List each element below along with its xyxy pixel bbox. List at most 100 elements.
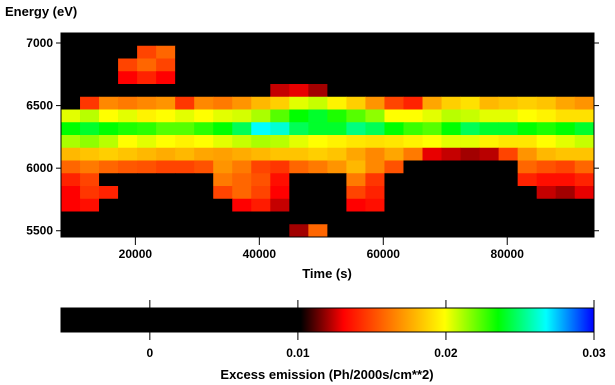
heatmap-cell [384, 58, 404, 72]
heatmap-cell [118, 135, 138, 149]
heatmap-cell [137, 160, 157, 174]
heatmap-cell [156, 173, 176, 187]
heatmap-cell [384, 45, 404, 59]
heatmap-cell [289, 224, 309, 238]
heatmap-cell [118, 58, 138, 72]
heatmap-cell [479, 33, 500, 47]
heatmap-cell [118, 96, 138, 110]
heatmap-cell [365, 58, 385, 72]
heatmap-cell [422, 224, 442, 238]
heatmap-cell [194, 96, 214, 110]
heatmap-cell [308, 135, 328, 149]
heatmap-cell [270, 186, 290, 200]
heatmap-cell [251, 224, 271, 238]
heatmap-cell [441, 198, 461, 212]
heatmap-cell [118, 45, 138, 59]
heatmap-cell [536, 160, 557, 174]
heatmap-cell [555, 109, 576, 123]
heatmap-cell [365, 173, 385, 187]
heatmap-cell [460, 147, 480, 161]
heatmap-cell [99, 84, 119, 98]
heatmap-cell [422, 198, 442, 212]
heatmap-cell [308, 33, 328, 47]
heatmap-cell [118, 84, 138, 98]
x-axis-label: Time (s) [302, 266, 352, 281]
heatmap-cell [118, 109, 138, 123]
heatmap-cell [289, 173, 309, 187]
heatmap-cell [251, 147, 271, 161]
heatmap-cell [517, 160, 538, 174]
heatmap-cell [232, 33, 252, 47]
heatmap-cell [498, 96, 519, 110]
heatmap-cell [479, 45, 500, 59]
heatmap-cell [213, 71, 233, 85]
heatmap-cell [137, 45, 157, 59]
heatmap-cell [498, 45, 519, 59]
heatmap-cell [574, 211, 595, 225]
heatmap-cell [80, 198, 100, 212]
heatmap-cell [403, 71, 423, 85]
heatmap-cell [270, 109, 290, 123]
heatmap-cell [574, 71, 595, 85]
heatmap-cell [232, 122, 252, 136]
heatmap-cell [289, 33, 309, 47]
heatmap-cell [61, 198, 81, 212]
heatmap-cell [61, 122, 81, 136]
heatmap-cell [308, 224, 328, 238]
heatmap-cell [175, 45, 195, 59]
heatmap-cell [384, 198, 404, 212]
heatmap-cell [536, 186, 557, 200]
heatmap-cell [99, 58, 119, 72]
heatmap-cell [137, 135, 157, 149]
heatmap-cell [517, 109, 538, 123]
heatmap-cell [517, 186, 538, 200]
heatmap-cell [251, 45, 271, 59]
heatmap-cell [61, 84, 81, 98]
heatmap-cell [403, 198, 423, 212]
heatmap-cell [479, 224, 500, 238]
heatmap-cell [441, 33, 461, 47]
heatmap-cell [479, 186, 500, 200]
colorbar-label: Excess emission (Ph/2000s/cm**2) [220, 367, 433, 382]
heatmap-cell [99, 135, 119, 149]
heatmap-cell [194, 186, 214, 200]
heatmap-cell [536, 147, 557, 161]
heatmap-cell [156, 33, 176, 47]
heatmap-cell [498, 58, 519, 72]
heatmap-cell [346, 211, 366, 225]
heatmap-cell [213, 135, 233, 149]
heatmap-cell [251, 173, 271, 187]
heatmap-cell [441, 109, 461, 123]
heatmap-cell [517, 58, 538, 72]
heatmap-cell [99, 173, 119, 187]
heatmap-cell [422, 147, 442, 161]
heatmap-cell [460, 71, 480, 85]
heatmap-cell [118, 186, 138, 200]
heatmap-cell [441, 96, 461, 110]
heatmap-cell [99, 147, 119, 161]
heatmap-cell [555, 224, 576, 238]
x-tick-label: 80000 [491, 247, 525, 261]
heatmap-cell [460, 45, 480, 59]
heatmap-cell [308, 122, 328, 136]
heatmap-cell [555, 33, 576, 47]
heatmap-cell [251, 71, 271, 85]
heatmap-cell [327, 45, 347, 59]
heatmap-cell [213, 173, 233, 187]
heatmap-cell [61, 96, 81, 110]
heatmap-cell [175, 84, 195, 98]
heatmap-cell [403, 33, 423, 47]
heatmap-cell [365, 122, 385, 136]
heatmap-cell [327, 211, 347, 225]
heatmap-cell [156, 135, 176, 149]
heatmap-cell [327, 84, 347, 98]
heatmap-cell [137, 84, 157, 98]
heatmap-cell [365, 198, 385, 212]
heatmap-cell [308, 186, 328, 200]
heatmap-cell [270, 33, 290, 47]
heatmap-cell [403, 84, 423, 98]
heatmap-cell [194, 33, 214, 47]
heatmap-cell [289, 109, 309, 123]
heatmap-cell [308, 173, 328, 187]
heatmap-cell [118, 33, 138, 47]
